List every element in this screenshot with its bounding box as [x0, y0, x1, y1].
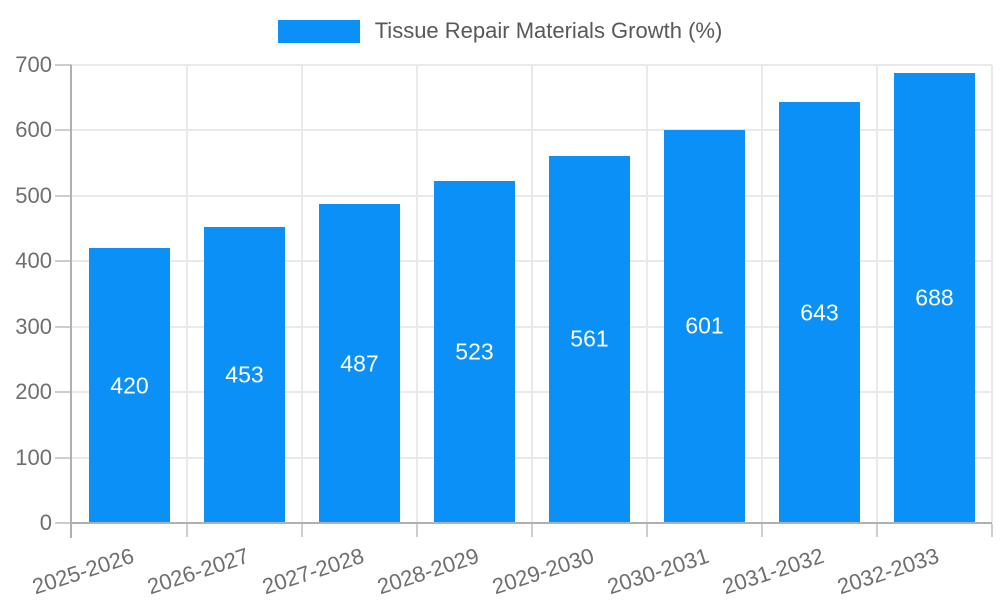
x-axis-category-label: 2029-2030	[489, 543, 598, 600]
y-axis-tick-label: 100	[15, 444, 52, 470]
gridline-vertical	[761, 65, 763, 523]
y-axis-tick	[55, 129, 72, 132]
y-axis-tick	[55, 64, 72, 66]
x-axis-tick	[991, 524, 993, 537]
y-axis-tick	[55, 522, 72, 524]
bar-value-label: 523	[455, 338, 494, 365]
x-axis-tick	[301, 524, 303, 537]
bar-value-label: 453	[225, 361, 264, 388]
x-axis-category-label: 2028-2029	[374, 543, 483, 600]
y-axis-line	[70, 65, 72, 538]
y-tick-marks	[55, 64, 992, 524]
bar[interactable]: 487	[318, 204, 401, 523]
gridline-vertical	[646, 65, 648, 523]
y-axis-tick-label: 500	[15, 182, 52, 208]
x-axis-category-label: 2026-2027	[144, 543, 253, 600]
y-axis-tick-label: 0	[39, 510, 52, 535]
x-axis-tick	[186, 524, 188, 537]
bar[interactable]: 523	[433, 180, 516, 523]
bar-value-label: 643	[800, 299, 839, 326]
y-axis-tick-label: 700	[15, 52, 52, 77]
bar[interactable]: 601	[663, 129, 746, 523]
y-axis-tick-label: 400	[15, 248, 52, 274]
plot-area: 420 453 487 523 561 601 643 688 0 100 200 300 400 50…	[15, 52, 993, 599]
y-axis-tick	[55, 325, 72, 328]
bar-value-label: 561	[570, 325, 609, 352]
y-axis-labels: 0 100 200 300 400 500 600 700	[15, 52, 992, 535]
gridline-vertical	[876, 65, 878, 523]
gridline-vertical	[301, 65, 303, 523]
x-axis-category-label: 2027-2028	[259, 543, 368, 600]
x-axis-tick	[761, 524, 763, 537]
gridline-vertical	[186, 65, 188, 523]
bar[interactable]: 643	[778, 102, 861, 523]
x-axis-tick	[531, 524, 533, 537]
legend-label: Tissue Repair Materials Growth (%)	[374, 18, 723, 43]
vertical-gridlines	[72, 65, 993, 523]
x-axis-category-label: 2025-2026	[29, 543, 138, 600]
bar[interactable]: 688	[893, 72, 976, 523]
x-axis-category-label: 2031-2032	[719, 543, 828, 600]
y-axis-tick	[55, 391, 72, 394]
bar-value-label: 420	[110, 372, 149, 399]
bar[interactable]: 420	[88, 248, 171, 523]
y-axis-tick	[55, 194, 72, 197]
bar-value-label: 487	[340, 350, 379, 377]
bar-series: 420 453 487 523 561 601 643 688	[72, 65, 992, 523]
x-axis-tick	[876, 524, 878, 537]
y-axis-tick	[55, 456, 72, 459]
bar[interactable]: 561	[548, 155, 631, 523]
x-axis-tick	[416, 524, 418, 537]
y-axis-tick	[55, 260, 72, 263]
gridline-vertical	[991, 65, 993, 523]
y-axis-tick-label: 600	[15, 117, 52, 143]
x-axis-line	[70, 522, 992, 524]
x-axis-category-label: 2032-2033	[834, 543, 943, 600]
bar-value-label: 688	[915, 284, 954, 311]
y-axis-tick-label: 200	[15, 379, 52, 405]
bar-value-label: 601	[685, 312, 724, 339]
y-axis-tick-label: 300	[15, 313, 52, 339]
gridline-vertical	[531, 65, 533, 523]
gridline-vertical	[416, 65, 418, 523]
legend-swatch	[277, 19, 360, 43]
chart-legend[interactable]: Tissue Repair Materials Growth (%)	[0, 18, 1000, 44]
bar[interactable]: 453	[203, 226, 286, 523]
x-axis-tick	[646, 524, 648, 537]
x-axis-category-label: 2030-2031	[604, 543, 713, 600]
